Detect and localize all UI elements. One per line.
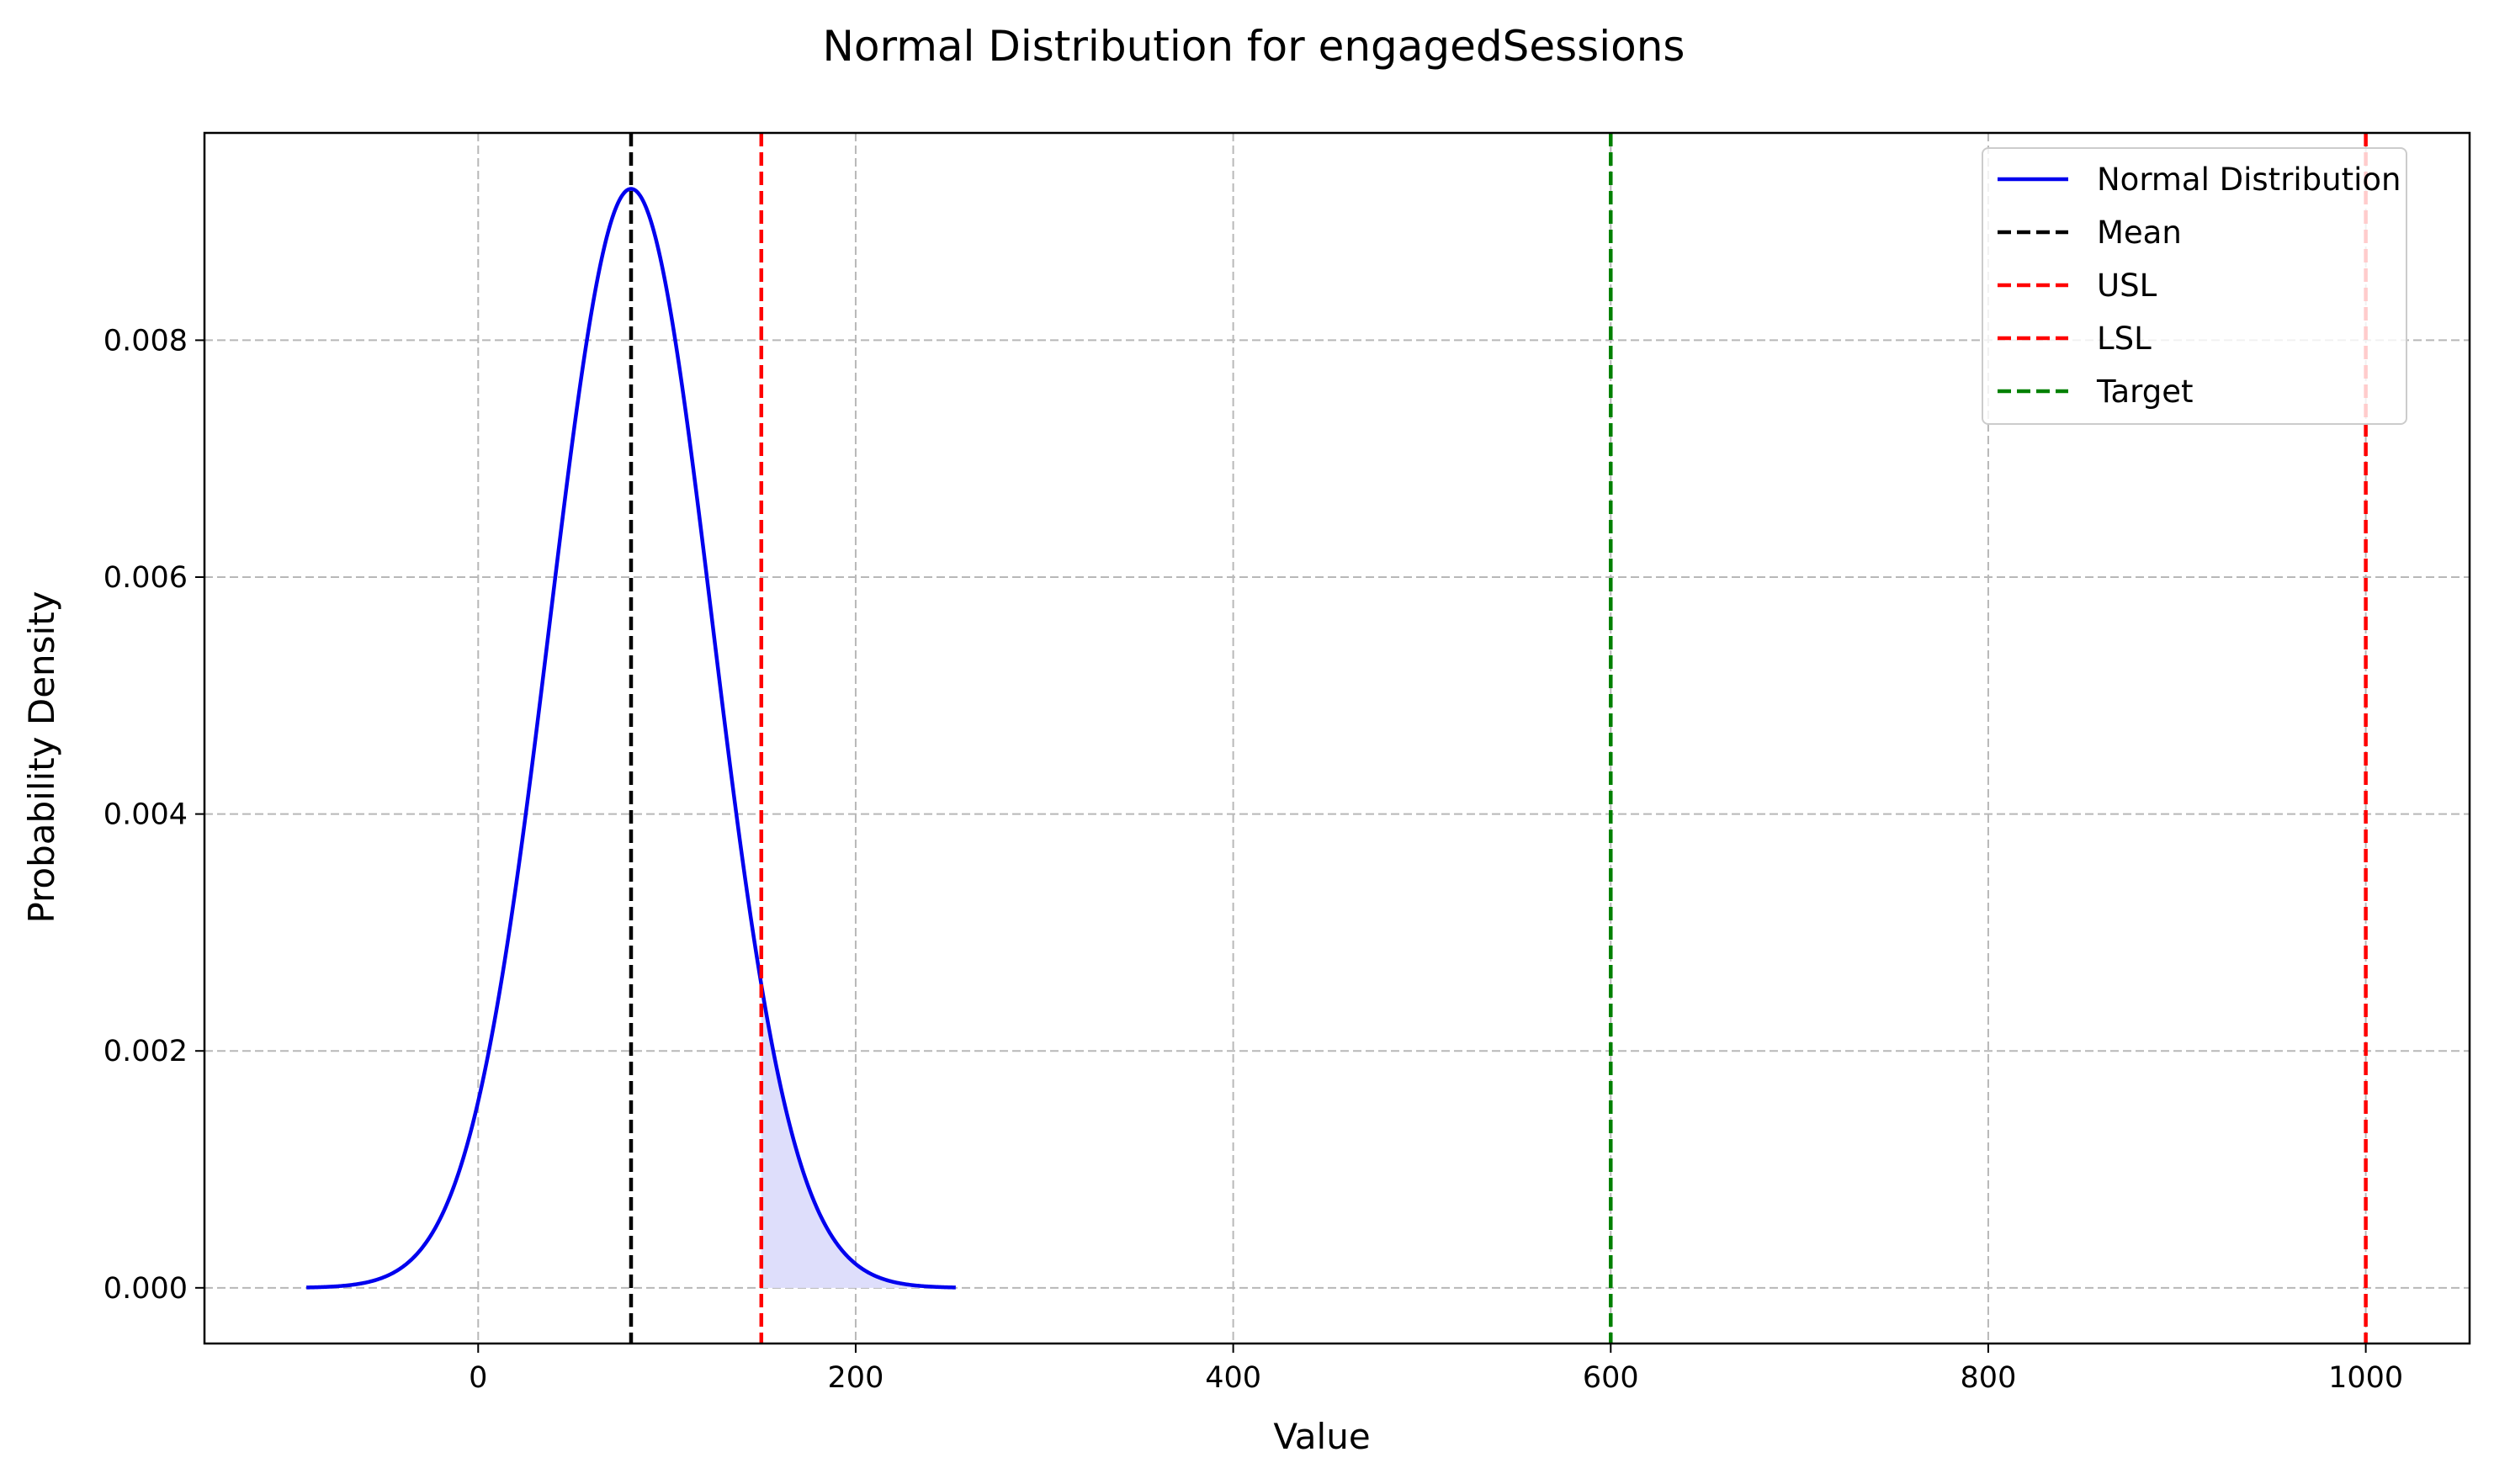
y-tick-label-3: 0.006 <box>103 561 188 595</box>
legend-label-4: Target <box>2096 374 2193 410</box>
legend-label-2: USL <box>2097 268 2157 304</box>
x-tick-label-2: 400 <box>1205 1361 1261 1395</box>
x-tick-label-5: 1000 <box>2328 1361 2403 1395</box>
y-tick-label-2: 0.004 <box>103 798 188 832</box>
x-tick-label-3: 600 <box>1583 1361 1639 1395</box>
y-axis-ticks: 0.000 0.002 0.004 0.006 0.008 <box>103 324 204 1306</box>
distribution-curve-layer <box>306 187 956 1290</box>
chart-title: Normal Distribution for engagedSessions <box>823 22 1685 71</box>
x-axis-label: Value <box>1273 1416 1370 1457</box>
plot-area-frame <box>203 131 2471 1345</box>
x-tick-label-0: 0 <box>469 1361 487 1395</box>
reference-lines <box>629 133 2368 1344</box>
x-axis-ticks: 0 200 400 600 800 1000 <box>469 1344 2403 1395</box>
usl-tail-fill <box>761 984 956 1288</box>
legend-label-3: LSL <box>2097 321 2152 357</box>
shaded-area <box>761 984 956 1288</box>
y-axis-label: Probability Density <box>21 591 62 923</box>
y-tick-label-0: 0.000 <box>103 1272 188 1306</box>
legend-box <box>1982 147 2407 425</box>
x-tick-label-1: 200 <box>828 1361 884 1395</box>
y-tick-label-1: 0.002 <box>103 1035 188 1068</box>
legend: Normal Distribution Mean USL LSL Target <box>1982 147 2407 425</box>
y-tick-label-4: 0.008 <box>103 324 188 358</box>
x-tick-label-4: 800 <box>1961 1361 2017 1395</box>
distribution-curve <box>306 187 956 1290</box>
legend-label-0: Normal Distribution <box>2097 162 2401 198</box>
legend-label-1: Mean <box>2097 215 2182 251</box>
